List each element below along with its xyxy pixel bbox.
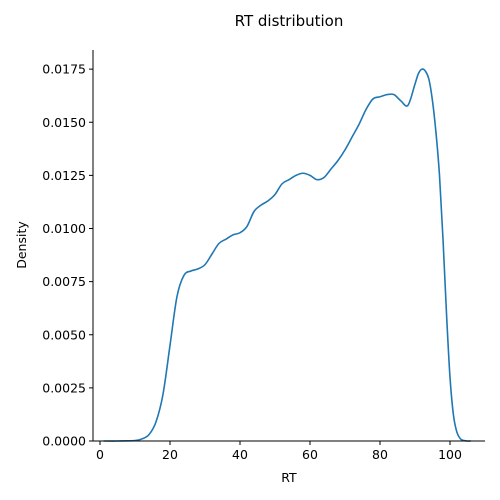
y-tick-label: 0.0075 [42, 274, 86, 289]
y-tick-label: 0.0025 [42, 380, 86, 395]
chart-title: RT distribution [235, 12, 344, 30]
y-tick-label: 0.0100 [42, 221, 86, 236]
x-tick-label: 80 [372, 447, 388, 462]
x-tick-label: 40 [232, 447, 248, 462]
y-tick-label: 0.0050 [42, 327, 86, 342]
y-tick-label: 0.0150 [42, 115, 86, 130]
x-axis-ticks: 0 20 40 60 80 100 [96, 441, 462, 462]
y-tick-label: 0.0000 [42, 434, 86, 449]
x-tick-label: 0 [96, 447, 104, 462]
x-tick-label: 20 [162, 447, 178, 462]
y-tick-label: 0.0175 [42, 62, 86, 77]
x-axis-title: RT [281, 470, 297, 485]
y-axis-ticks: 0.0000 0.0025 0.0050 0.0075 0.0100 0.0125 0.01… [42, 62, 93, 449]
plot-area [103, 68, 472, 442]
y-axis-title: Density [14, 221, 29, 269]
y-tick-label: 0.0125 [42, 168, 86, 183]
density-curve [103, 68, 472, 442]
x-tick-label: 60 [302, 447, 318, 462]
x-tick-label: 100 [438, 447, 462, 462]
